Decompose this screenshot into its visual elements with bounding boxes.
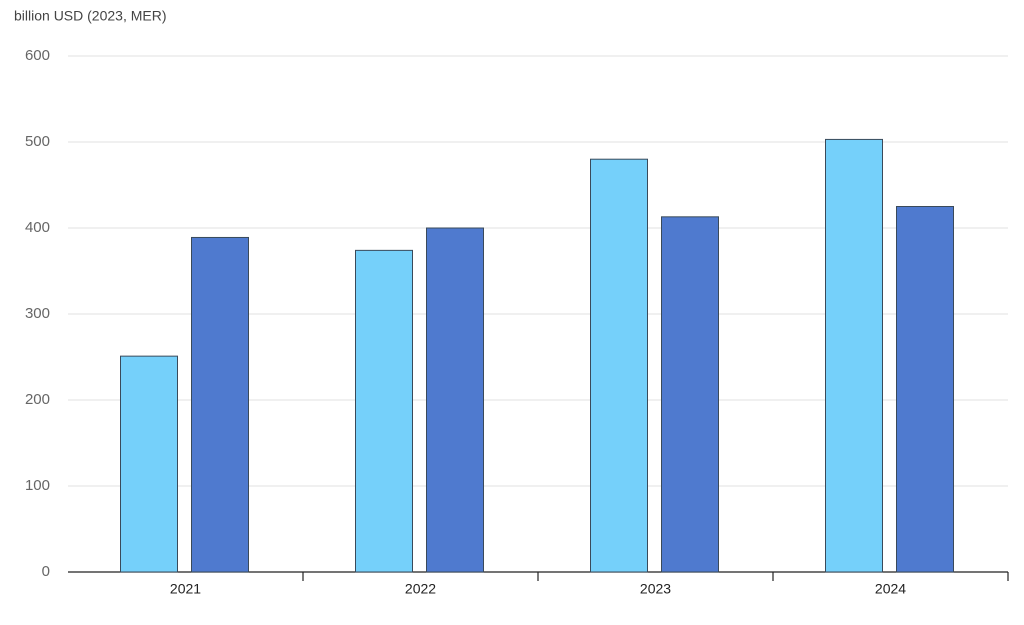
bar (896, 206, 954, 573)
bar (825, 138, 883, 573)
y-tick-label: 0 (42, 563, 50, 580)
bar (355, 249, 413, 573)
bar (191, 236, 249, 573)
bar (590, 158, 648, 573)
bar (120, 355, 178, 573)
y-tick-label: 100 (25, 477, 50, 494)
y-tick-label: 500 (25, 133, 50, 150)
y-tick-label: 200 (25, 391, 50, 408)
y-tick-label: 400 (25, 219, 50, 236)
y-axis-label: billion USD (2023, MER) (14, 8, 167, 24)
bar (426, 227, 484, 573)
x-tick-label: 2024 (875, 581, 906, 597)
x-tick-label: 2021 (170, 581, 201, 597)
x-tick-label: 2023 (640, 581, 671, 597)
bar (661, 216, 719, 573)
x-tick-label: 2022 (405, 581, 436, 597)
y-tick-label: 600 (25, 47, 50, 64)
y-tick-label: 300 (25, 305, 50, 322)
